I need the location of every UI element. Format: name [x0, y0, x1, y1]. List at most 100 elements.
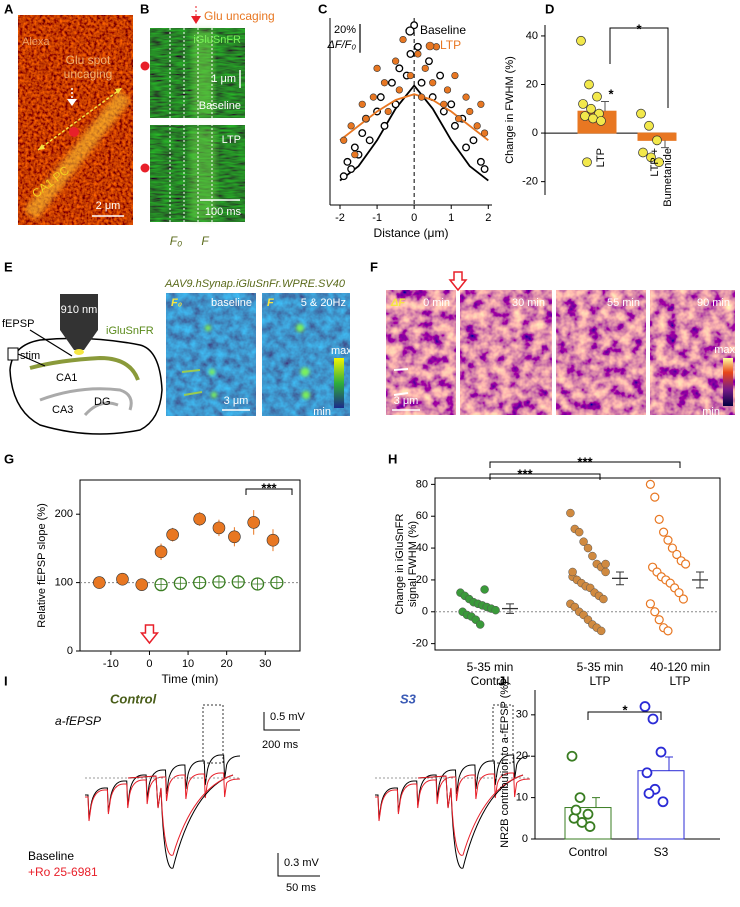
point — [638, 147, 648, 158]
panel-label: H — [388, 451, 397, 466]
df-label: ΔF — [390, 297, 405, 309]
scale-label: 3 μm — [394, 395, 419, 407]
uncaging-spot — [69, 127, 79, 137]
legend-marker — [425, 41, 435, 51]
point — [480, 585, 489, 594]
scale-unit: ΔF/F₀ — [326, 39, 356, 51]
scale-label: 50 ms — [286, 882, 316, 894]
point — [135, 578, 149, 591]
colorbar — [723, 358, 733, 406]
y-axis-title: Relative fEPSP slope (%) — [36, 503, 48, 628]
stim-box — [7, 347, 19, 361]
fit-curve — [339, 84, 489, 182]
x-tick-label: 0 — [146, 658, 152, 670]
point-cross — [270, 576, 283, 589]
colorbar-max: max — [714, 344, 735, 356]
point — [421, 64, 429, 72]
error-bar — [661, 140, 669, 149]
image-30 — [460, 290, 552, 415]
point — [365, 136, 374, 145]
channel-label: Alexa — [22, 36, 50, 48]
point — [455, 115, 463, 123]
point-cross — [155, 578, 168, 591]
significance-label: *** — [577, 454, 593, 469]
point — [680, 559, 691, 569]
point — [476, 157, 485, 166]
error-bar — [601, 101, 609, 112]
panel-label: I — [4, 673, 8, 688]
point — [566, 750, 578, 762]
y-tick-label: 30 — [516, 709, 528, 721]
legend-label: LTP — [440, 38, 461, 52]
point — [399, 35, 407, 44]
arrows — [393, 368, 409, 396]
trace-drug — [375, 772, 531, 822]
significance-bracket — [587, 711, 662, 720]
panel-e: E 910 nm fEPSP iGluSnFR stim CA1 CA3 DG … — [2, 259, 352, 435]
trace-drug — [85, 772, 241, 822]
x-tick-label: Bumetanide — [662, 148, 674, 207]
colorbar — [334, 358, 344, 408]
point — [395, 86, 403, 94]
panel-f: F ΔF 0 min 30 min 55 min 90 min 3 μm max… — [370, 259, 735, 417]
y-tick-label: 0 — [67, 645, 73, 657]
point — [663, 535, 673, 545]
point — [358, 100, 366, 108]
dg-layer — [83, 401, 119, 417]
point — [584, 821, 596, 832]
significance-label: * — [636, 21, 642, 36]
indicator-label: iGluSnFR — [193, 34, 241, 46]
f-label: F — [267, 297, 274, 309]
point — [387, 78, 396, 87]
point — [674, 588, 684, 598]
vector-label: AAV9.hSynap.iGluSnFr.WPRE.SV40 — [164, 278, 346, 290]
point — [491, 605, 500, 615]
point — [480, 129, 489, 137]
significance-label: * — [608, 86, 614, 101]
point — [392, 57, 400, 65]
point — [473, 122, 481, 130]
f0-label: F₀ — [170, 234, 182, 248]
colorbar-max: max — [331, 345, 352, 357]
point — [639, 701, 651, 712]
point — [654, 615, 664, 625]
point-cross — [251, 577, 264, 590]
point — [429, 79, 437, 87]
spot-marker — [140, 61, 150, 71]
panel-label: G — [4, 451, 14, 466]
point — [578, 99, 588, 109]
point — [643, 788, 655, 799]
condition-label: S3 — [400, 691, 417, 706]
colorbar-min: min — [702, 406, 720, 418]
dendrite — [23, 90, 132, 220]
point — [212, 521, 226, 535]
point — [116, 572, 129, 586]
point — [469, 136, 478, 145]
colorbar-min: min — [313, 406, 331, 418]
legend-drug: +Ro 25-6981 — [28, 865, 98, 879]
point — [425, 57, 433, 66]
point — [654, 157, 664, 168]
point — [376, 93, 385, 102]
point — [417, 78, 426, 87]
image-90 — [650, 290, 735, 415]
point — [380, 121, 389, 130]
error-bar — [696, 571, 704, 589]
indicator-label: iGluSnFR — [106, 325, 154, 337]
point — [644, 120, 654, 131]
x-tick-label: 5-35 min — [467, 660, 514, 674]
point — [410, 21, 419, 30]
x-tick-label: 1 — [448, 212, 454, 224]
point — [652, 135, 662, 146]
x-tick-label: S3 — [654, 845, 669, 859]
y-tick-label: -20 — [522, 176, 538, 188]
zoom-box — [202, 704, 224, 764]
significance-bracket — [489, 473, 601, 480]
point — [654, 514, 664, 525]
time-label: 55 min — [607, 297, 640, 309]
window-lines — [169, 28, 213, 232]
point — [655, 746, 667, 758]
dashed-arrow — [37, 87, 123, 151]
scale-label: 0.5 mV — [270, 711, 306, 723]
